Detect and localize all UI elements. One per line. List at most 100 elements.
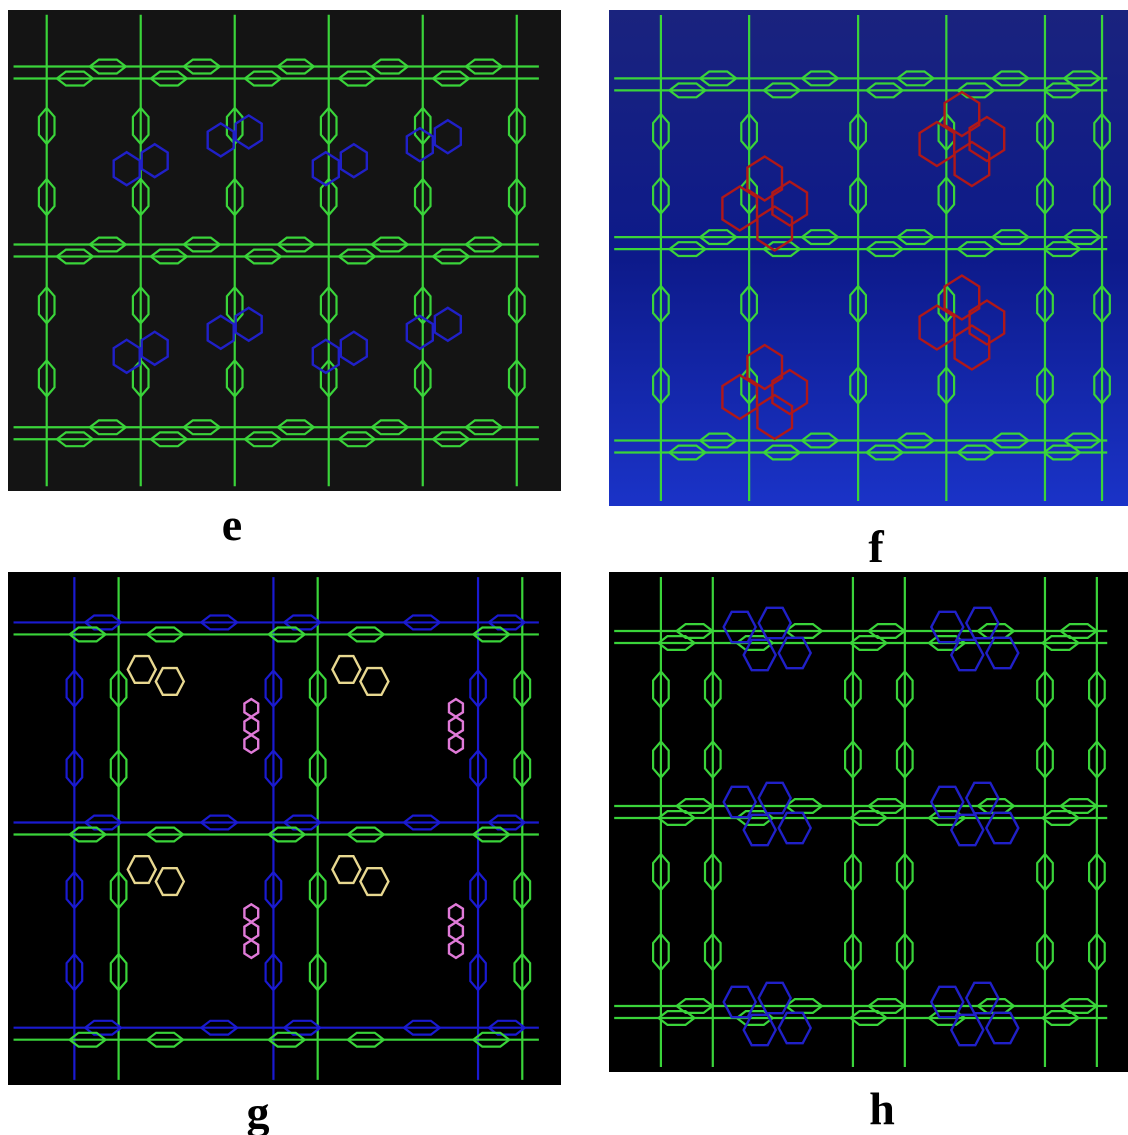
- ring: [849, 175, 868, 216]
- ring: [1036, 669, 1054, 710]
- ring: [206, 314, 235, 351]
- ring: [984, 636, 1020, 670]
- ring: [943, 274, 981, 321]
- ring: [87, 236, 128, 253]
- ring: [651, 365, 670, 406]
- ring: [402, 814, 442, 831]
- ring: [703, 739, 722, 780]
- ring: [413, 285, 432, 325]
- ring: [225, 285, 244, 325]
- ring: [507, 358, 526, 399]
- ring: [112, 150, 141, 187]
- ring: [126, 855, 158, 885]
- ring: [140, 142, 169, 179]
- ring: [1040, 809, 1081, 827]
- ring: [206, 121, 235, 158]
- ring: [234, 306, 263, 343]
- ring: [447, 920, 465, 942]
- ring: [83, 814, 123, 831]
- ring: [243, 431, 283, 448]
- ring: [1087, 932, 1106, 972]
- ring: [37, 285, 56, 325]
- ring: [722, 985, 758, 1019]
- ring: [507, 106, 526, 146]
- ring: [319, 106, 338, 146]
- ring: [331, 855, 362, 885]
- ring: [243, 920, 260, 942]
- ring: [486, 1019, 527, 1036]
- ring: [126, 654, 158, 684]
- ring: [953, 324, 991, 371]
- ring: [402, 1019, 442, 1036]
- ring: [1093, 112, 1111, 152]
- ring: [651, 852, 670, 892]
- ring: [109, 952, 128, 992]
- ring: [1042, 241, 1082, 258]
- ring: [469, 870, 487, 910]
- ring: [507, 177, 526, 217]
- ring: [339, 142, 368, 179]
- ring: [1093, 365, 1111, 406]
- ring: [319, 285, 338, 325]
- ring: [698, 432, 739, 449]
- panel-label: e: [221, 499, 243, 550]
- ring: [1042, 82, 1082, 99]
- ring: [243, 938, 260, 960]
- ring: [771, 180, 809, 227]
- ring: [929, 610, 965, 644]
- ring: [1036, 365, 1054, 406]
- ring: [990, 432, 1031, 449]
- ring: [927, 809, 967, 827]
- ring: [949, 638, 985, 672]
- ring: [968, 115, 1006, 163]
- ring: [181, 419, 222, 436]
- ring: [109, 748, 128, 789]
- ring: [469, 748, 487, 789]
- ring: [864, 444, 905, 461]
- panel-label: g: [246, 1087, 270, 1135]
- ring: [266, 626, 307, 643]
- ring: [402, 614, 442, 631]
- ring: [486, 814, 527, 831]
- ring: [1036, 175, 1054, 216]
- ring: [1093, 284, 1111, 324]
- ring: [83, 1019, 123, 1036]
- ring: [740, 284, 759, 324]
- ring: [266, 1031, 307, 1048]
- ring: [67, 1031, 108, 1048]
- ring: [131, 285, 150, 325]
- ring: [145, 626, 185, 643]
- ring: [145, 826, 185, 843]
- ring: [55, 431, 95, 448]
- ring: [199, 814, 240, 831]
- ring: [722, 610, 758, 644]
- ring: [927, 634, 967, 652]
- ring: [181, 236, 222, 253]
- ring: [949, 813, 985, 847]
- ring: [651, 669, 670, 710]
- ring: [937, 365, 956, 406]
- ring: [674, 622, 715, 640]
- ring: [866, 622, 907, 640]
- ring: [667, 444, 708, 461]
- ring: [145, 1031, 185, 1048]
- ring: [131, 106, 150, 146]
- ring: [370, 58, 410, 75]
- ring: [800, 432, 840, 449]
- ring: [674, 997, 715, 1015]
- ring: [243, 902, 260, 924]
- ring: [1036, 112, 1054, 152]
- ring: [311, 338, 340, 375]
- ring: [864, 241, 905, 258]
- ring: [895, 932, 914, 972]
- ring: [369, 419, 410, 436]
- ring: [275, 419, 316, 436]
- ring: [849, 112, 868, 152]
- ring: [109, 870, 128, 910]
- ring: [740, 112, 759, 152]
- ring: [800, 70, 840, 87]
- ring: [651, 932, 670, 972]
- ring: [843, 932, 862, 972]
- ring: [337, 70, 377, 87]
